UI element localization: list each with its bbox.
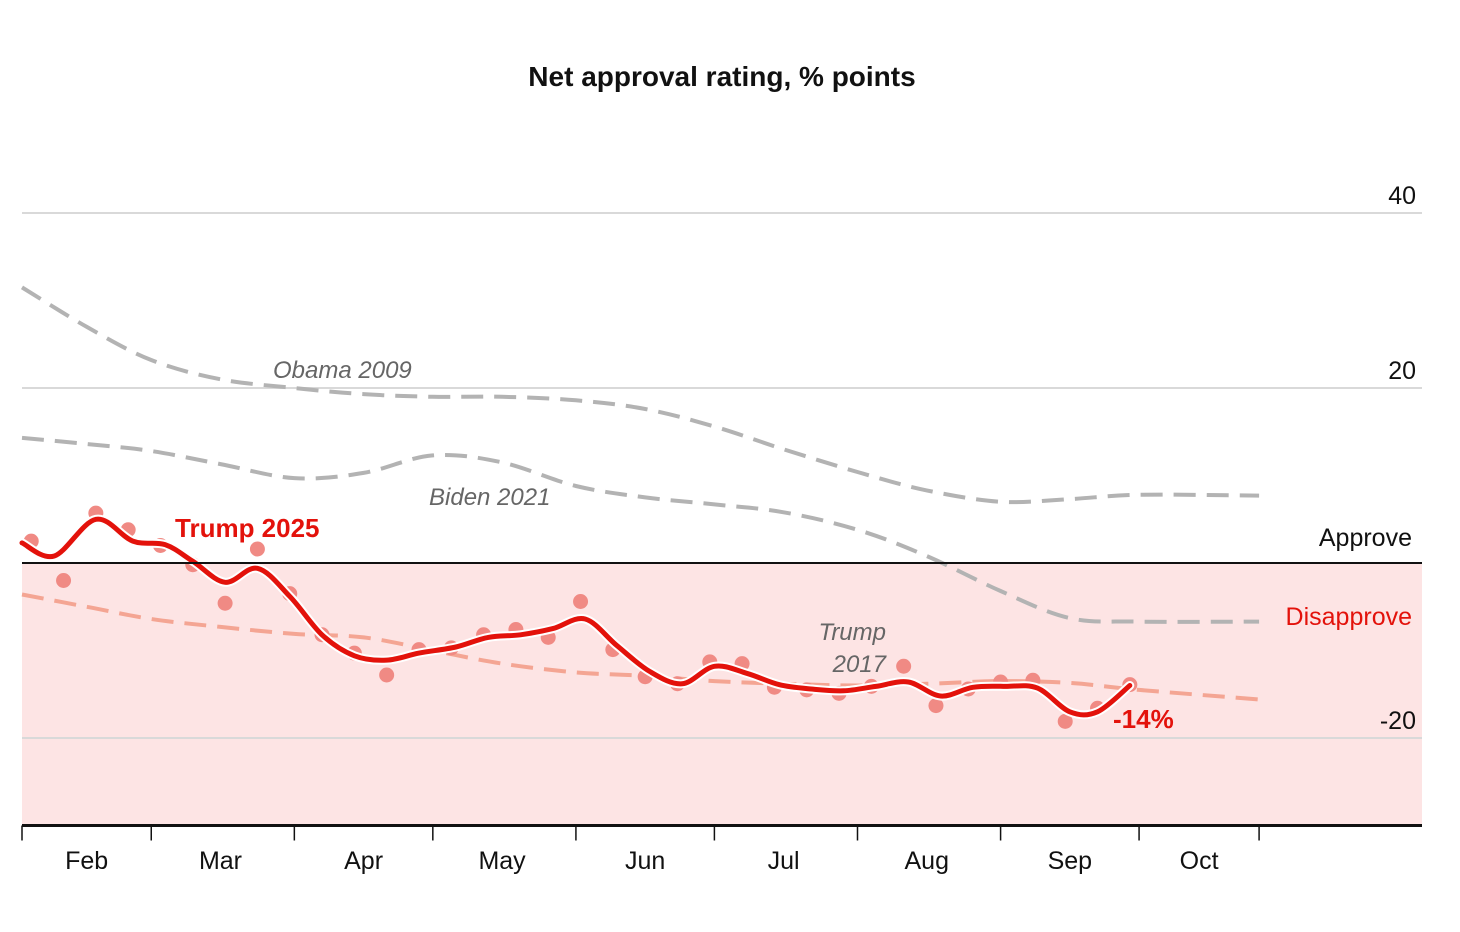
x-tick-label: Apr	[344, 847, 383, 875]
poll-point	[249, 541, 265, 557]
biden-2021-label: Biden 2021	[429, 484, 550, 511]
x-tick-label: Oct	[1180, 847, 1219, 875]
x-tick-label: Aug	[904, 847, 948, 875]
poll-point	[217, 595, 233, 611]
poll-point	[928, 698, 944, 714]
y-tick-label: -20	[1380, 707, 1416, 735]
poll-point	[379, 667, 395, 683]
gridlines: 40 20 -20	[22, 182, 1422, 739]
series-layer	[20, 285, 1260, 702]
poll-point	[56, 573, 72, 588]
obama-2009-label: Obama 2009	[273, 357, 412, 384]
x-tick-label: May	[478, 847, 526, 875]
y-tick-label: 20	[1388, 357, 1416, 385]
x-tick-label: Jun	[625, 847, 665, 875]
x-tick-label: Sep	[1048, 847, 1092, 875]
x-tick-label: Mar	[199, 847, 242, 875]
latest-value-label: -14%	[1113, 704, 1174, 734]
approve-label: Approve	[1319, 524, 1412, 552]
trump-2017-label-line1: Trump	[818, 619, 886, 646]
poll-points	[17, 505, 1422, 729]
x-tick-label: Feb	[65, 847, 108, 875]
x-axis: Feb Mar Apr May Jun Jul Aug Sep Oct	[21, 824, 1422, 875]
poll-point	[573, 594, 589, 609]
trump-2025-line	[19, 516, 1133, 718]
disapprove-label: Disapprove	[1286, 603, 1412, 631]
poll-point	[1057, 713, 1073, 729]
y-tick-label: 40	[1388, 182, 1416, 210]
chart-title: Net approval rating, % points	[528, 61, 915, 92]
x-tick-label: Jul	[768, 847, 800, 875]
poll-point	[896, 658, 912, 674]
trump-2017-label-line2: 2017	[832, 651, 888, 678]
biden-2021-line	[21, 435, 1260, 624]
trump-2025-label: Trump 2025	[175, 513, 320, 543]
obama-2009-line	[20, 285, 1260, 505]
trump-2017-line	[21, 592, 1260, 702]
